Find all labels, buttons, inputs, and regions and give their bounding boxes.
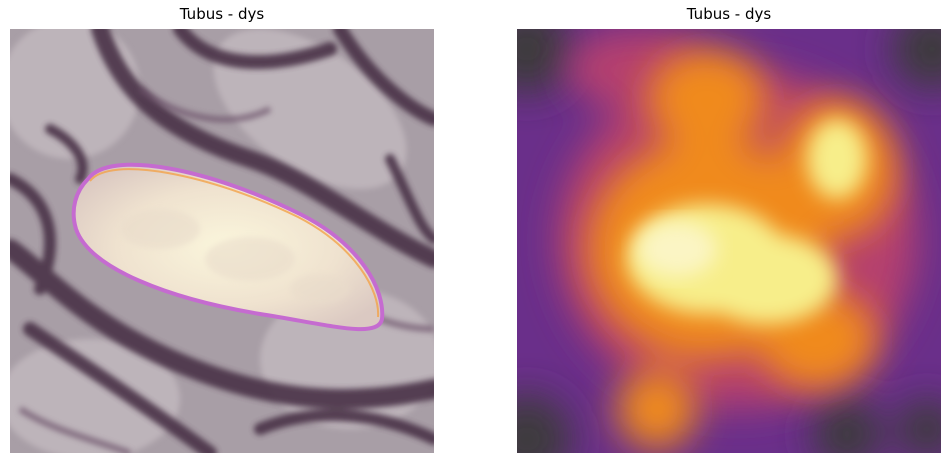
right-panel: Tubus - dys bbox=[517, 0, 941, 463]
right-panel-title: Tubus - dys bbox=[686, 5, 772, 23]
left-panel: Tubus - dys bbox=[10, 0, 434, 463]
left-panel-title: Tubus - dys bbox=[179, 5, 265, 23]
attention-heatmap-image bbox=[517, 29, 941, 453]
segmentation-overlay-image bbox=[10, 29, 434, 453]
